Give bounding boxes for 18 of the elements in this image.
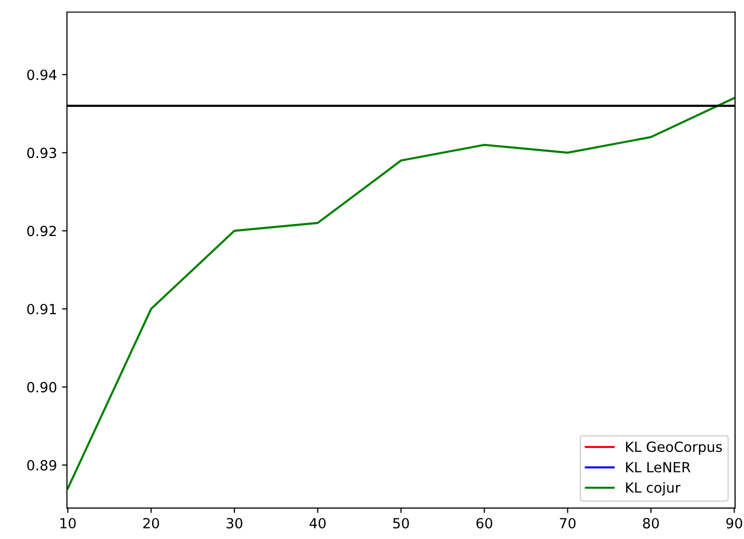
x-tick-label: 80 [643,518,659,528]
y-tick-label: 0.89 [27,460,56,471]
y-tick-label: 0.92 [27,226,56,236]
y-tick-label: 0.94 [27,70,56,80]
x-tick-label: 30 [226,518,242,528]
y-tick-label: 0.93 [27,148,56,158]
legend-label: KL LeNER [626,462,690,472]
x-tick-label: 50 [393,518,409,528]
x-tick-label: 40 [310,518,326,528]
legend-label: KL GeoCorpus [626,442,722,455]
y-tick-label: 0.91 [27,304,56,314]
legend-label: KL cojur [626,482,681,496]
y-tick-label: 0.90 [27,382,56,392]
x-tick-label: 60 [476,518,492,528]
x-tick-label: 90 [726,518,742,528]
x-tick-label: 70 [560,518,576,528]
x-tick-label: 20 [143,518,160,528]
x-tick-label: 10 [60,518,76,528]
